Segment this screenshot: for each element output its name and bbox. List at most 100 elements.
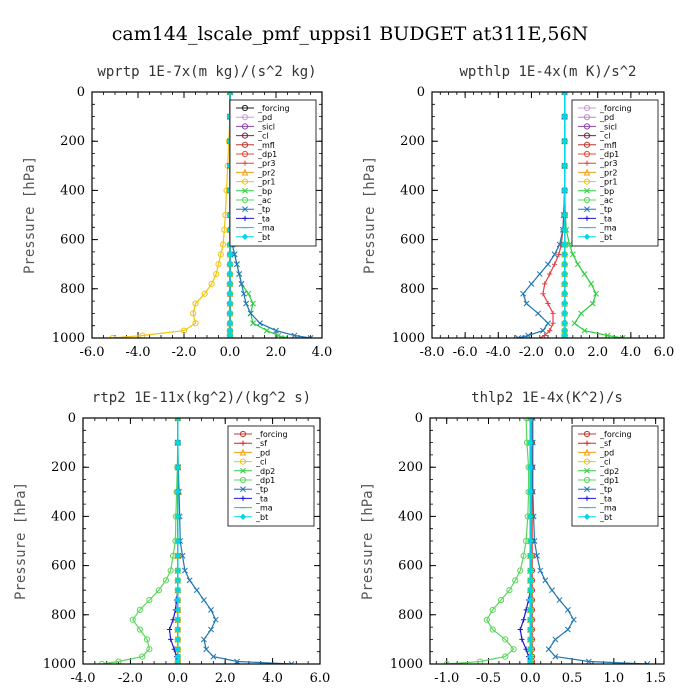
data-point (515, 335, 522, 338)
data-point (550, 320, 556, 326)
legend-marker (241, 196, 249, 204)
legend-marker (584, 440, 590, 446)
legend-label: _cl (255, 458, 267, 467)
data-point (489, 606, 496, 613)
data-point (527, 596, 534, 604)
y-tick-label: 800 (398, 608, 423, 623)
y-tick-label: 0 (77, 85, 85, 100)
legend-marker (583, 448, 591, 456)
data-point (561, 290, 568, 297)
series-line-pr3 (539, 92, 566, 338)
data-point (226, 310, 234, 317)
legend-label: _forcing (599, 430, 632, 439)
data-point (201, 290, 208, 297)
panel-title: wpthlp 1E-4x(m K)/s^2 (459, 64, 636, 80)
legend-marker (241, 104, 249, 112)
legend-marker (583, 476, 591, 484)
data-point (585, 658, 592, 664)
chart-panel-3: rtp2 1E-11x(kg^2)/(kg^2 s) Pressure [hPa]… (13, 390, 330, 686)
data-point (540, 291, 546, 297)
plot-frame (429, 417, 665, 665)
legend-label: _bt (255, 513, 268, 522)
data-point (545, 261, 551, 268)
x-tick-label: 4.0 (312, 345, 333, 360)
y-tick-label: 600 (400, 233, 425, 248)
data-point (531, 538, 538, 544)
legend-label: _pr3 (257, 159, 275, 168)
data-point (581, 327, 588, 334)
data-point (168, 636, 174, 642)
data-point (139, 653, 146, 660)
data-point (566, 241, 573, 248)
data-point (527, 552, 534, 559)
legend-label: _tp (257, 205, 270, 214)
data-point (146, 596, 153, 604)
legend-label: _dp2 (255, 467, 275, 476)
data-point (200, 597, 207, 603)
data-point (146, 646, 153, 653)
data-point (525, 332, 532, 338)
data-point (231, 251, 238, 258)
data-point (174, 596, 181, 604)
data-point (477, 658, 484, 664)
data-point (192, 320, 199, 327)
legend-marker (241, 141, 249, 148)
data-point (174, 587, 181, 594)
data-point (291, 332, 298, 338)
data-point (534, 552, 540, 559)
data-point (226, 270, 234, 278)
x-tick-label: -6.0 (453, 345, 478, 360)
legend-label: _forcing (599, 104, 632, 113)
legend-label: _bt (599, 233, 612, 242)
legend-marker (584, 187, 590, 194)
panel-title: wprtp 1E-7x(m kg)/(s^2 kg) (97, 64, 316, 80)
legend-label: _tp (599, 485, 612, 494)
x-tick-label: -2.0 (171, 345, 196, 360)
data-point (527, 616, 534, 623)
legend-label: _cl (257, 132, 269, 141)
legend-marker (240, 467, 246, 474)
data-point (545, 646, 552, 653)
data-point (619, 335, 626, 338)
legend-label: _forcing (255, 430, 288, 439)
legend-label: _forcing (257, 104, 290, 113)
data-point (552, 653, 559, 660)
data-point (561, 261, 568, 268)
data-point (561, 334, 568, 338)
data-point (502, 636, 509, 643)
data-point (226, 320, 234, 327)
x-tick-label: -2.0 (118, 671, 143, 686)
legend-marker (242, 160, 248, 166)
x-tick-label: -1.0 (434, 671, 459, 686)
data-point (527, 646, 534, 653)
legend-marker (241, 132, 249, 139)
legend-label: _bp (599, 187, 614, 196)
legend-marker (583, 196, 591, 204)
data-point (215, 261, 222, 268)
x-tick-label: 6.0 (654, 345, 675, 360)
y-tick-label: 400 (60, 183, 85, 198)
data-point (545, 320, 551, 327)
data-point (527, 464, 534, 471)
data-point (243, 300, 250, 307)
data-point (527, 626, 534, 633)
legend-label: _tp (599, 205, 612, 214)
y-tick-label: 1000 (392, 331, 425, 346)
data-point (547, 328, 553, 334)
data-point (256, 320, 263, 327)
data-point (527, 587, 534, 594)
data-point (570, 616, 577, 623)
data-point (506, 587, 513, 594)
data-point (552, 636, 559, 643)
data-point (578, 310, 585, 317)
data-point (203, 646, 210, 653)
legend-label: _dp2 (599, 467, 619, 476)
x-tick-label: 0.0 (520, 671, 541, 686)
data-point (556, 241, 563, 248)
legend-marker (240, 440, 246, 446)
data-point (502, 653, 509, 660)
data-point (523, 300, 530, 307)
legend-label: _sicl (257, 122, 275, 131)
data-point (520, 290, 527, 297)
data-point (527, 660, 534, 664)
